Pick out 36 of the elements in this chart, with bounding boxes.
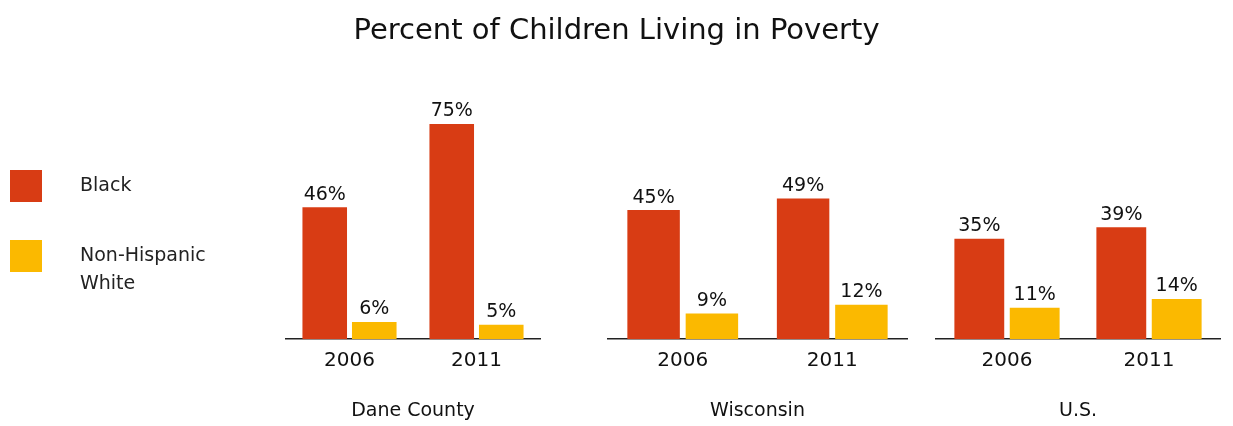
x-axis-title: Wisconsin xyxy=(710,397,805,420)
bar xyxy=(429,124,475,340)
bar xyxy=(685,313,739,340)
data-label: 12% xyxy=(840,279,883,302)
x-axis-title: U.S. xyxy=(1058,397,1098,420)
bar xyxy=(1096,227,1147,340)
bar xyxy=(351,321,397,340)
data-label: 9% xyxy=(696,287,727,310)
bar xyxy=(954,238,1005,340)
bar xyxy=(302,207,348,340)
data-label: 49% xyxy=(781,173,825,196)
bar xyxy=(478,324,524,340)
bar xyxy=(835,304,888,340)
data-label: 75% xyxy=(430,98,473,121)
data-label: 45% xyxy=(632,184,675,207)
data-label: 11% xyxy=(1013,282,1056,305)
data-label: 46% xyxy=(303,181,346,204)
data-label: 6% xyxy=(359,296,390,319)
bar xyxy=(627,210,680,340)
x-tick-label: 2011 xyxy=(451,347,502,372)
x-tick-label: 2011 xyxy=(1123,347,1175,372)
x-tick-label: 2006 xyxy=(657,347,709,372)
data-label: 5% xyxy=(486,299,517,322)
x-tick-label: 2006 xyxy=(324,347,375,372)
bar xyxy=(1009,307,1060,340)
bar xyxy=(776,198,830,340)
legend-label: Non-Hispanic White xyxy=(80,242,207,295)
bar xyxy=(1151,299,1202,340)
data-label: 35% xyxy=(958,213,1001,236)
data-label: 14% xyxy=(1155,273,1198,296)
text: Percent of Children Living in Poverty xyxy=(352,12,881,46)
x-tick-label: 2006 xyxy=(981,347,1033,372)
legend-label: Black xyxy=(80,172,133,197)
x-axis-title: Dane County xyxy=(351,397,475,420)
x-tick-label: 2011 xyxy=(806,347,858,372)
data-label: 39% xyxy=(1100,201,1143,224)
